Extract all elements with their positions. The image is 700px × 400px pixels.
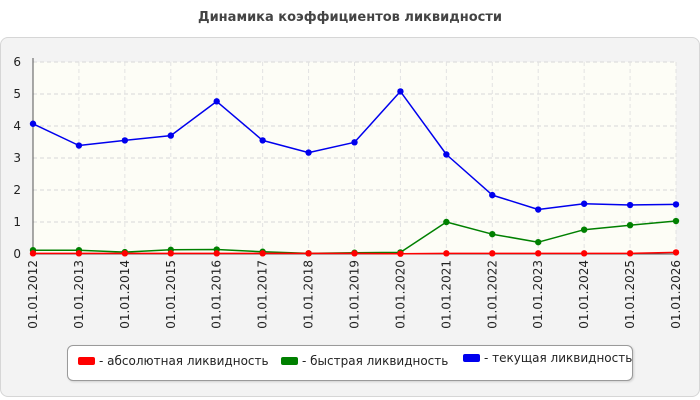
data-point-abs <box>259 250 266 257</box>
x-tick-label: 01.01.2017 <box>256 260 270 329</box>
data-point-current <box>443 151 450 158</box>
legend-swatch-current <box>463 354 480 362</box>
x-tick-label: 01.01.2026 <box>669 260 683 329</box>
data-point-current <box>489 191 496 199</box>
x-tick-label: 01.01.2020 <box>393 260 407 329</box>
y-tick-label: 1 <box>13 215 21 229</box>
legend-label-abs: - абсолютная ликвидность <box>99 354 269 368</box>
data-point-current <box>626 201 634 209</box>
y-tick-label: 6 <box>13 55 21 69</box>
data-point-current <box>259 137 266 144</box>
y-tick-label: 4 <box>13 119 21 133</box>
data-point-current <box>580 200 588 207</box>
data-point-abs <box>626 250 634 257</box>
x-tick-label: 01.01.2023 <box>531 260 545 329</box>
y-tick-label: 2 <box>13 183 21 197</box>
x-tick-label: 01.01.2024 <box>577 260 591 329</box>
data-point-current <box>351 139 358 146</box>
data-point-abs <box>121 250 129 257</box>
legend-label-quick: - быстрая ликвидность <box>302 354 449 368</box>
data-point-current <box>305 149 312 156</box>
data-point-abs <box>580 250 588 257</box>
x-tick-label: 01.01.2015 <box>164 260 178 329</box>
x-tick-label: 01.01.2016 <box>210 260 224 329</box>
data-point-abs <box>397 250 404 257</box>
data-point-abs <box>305 250 312 257</box>
legend-item-current[interactable]: - текущая ликвидность <box>463 351 632 365</box>
data-point-abs <box>672 249 680 256</box>
y-tick-label: 0 <box>13 247 21 261</box>
legend-swatch-quick <box>281 357 298 365</box>
data-point-current <box>29 120 37 127</box>
x-tick-label: 01.01.2013 <box>72 260 86 329</box>
y-tick-label: 5 <box>13 87 21 101</box>
legend-swatch-abs <box>78 357 95 365</box>
data-point-current <box>167 132 174 139</box>
data-point-quick <box>489 230 496 238</box>
data-point-current <box>672 201 680 208</box>
data-point-abs <box>535 250 542 257</box>
legend-item-abs[interactable]: - абсолютная ликвидность <box>78 354 269 368</box>
data-point-abs <box>75 250 83 257</box>
data-point-abs <box>167 250 174 257</box>
data-point-quick <box>672 217 680 225</box>
data-point-quick <box>626 222 634 229</box>
data-point-abs <box>351 250 358 257</box>
data-point-current <box>213 98 220 105</box>
data-point-abs <box>29 250 37 257</box>
y-tick-label: 3 <box>13 151 21 165</box>
x-tick-label: 01.01.2012 <box>26 260 40 329</box>
x-tick-label: 01.01.2019 <box>348 260 362 329</box>
x-tick-label: 01.01.2022 <box>485 260 499 329</box>
data-point-quick <box>580 226 588 233</box>
data-point-abs <box>443 250 450 257</box>
legend-label-current: - текущая ликвидность <box>484 351 633 365</box>
data-point-quick <box>443 218 450 226</box>
data-point-current <box>397 88 404 95</box>
data-point-abs <box>489 250 496 257</box>
data-point-current <box>535 206 542 213</box>
x-tick-label: 01.01.2014 <box>118 260 132 329</box>
x-tick-label: 01.01.2025 <box>623 260 637 329</box>
data-point-abs <box>213 250 220 257</box>
chart-title: Динамика коэффициентов ликвидности <box>198 10 502 25</box>
x-tick-label: 01.01.2021 <box>439 260 453 329</box>
data-point-quick <box>535 238 542 246</box>
legend-item-quick[interactable]: - быстрая ликвидность <box>281 354 448 368</box>
data-point-current <box>75 142 83 149</box>
data-point-current <box>121 137 129 144</box>
x-tick-label: 01.01.2018 <box>302 260 316 329</box>
chart-legend: - абсолютная ликвидность - быстрая ликви… <box>67 345 633 381</box>
